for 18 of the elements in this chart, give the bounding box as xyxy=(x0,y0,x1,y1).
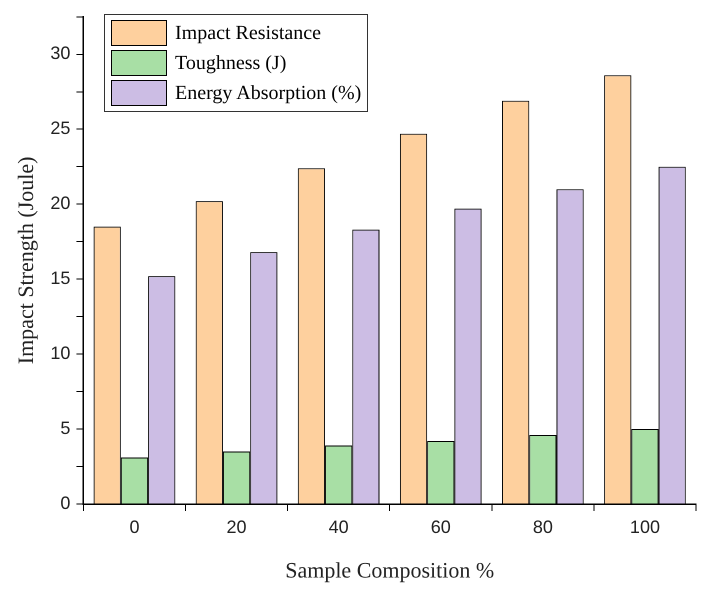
y-tick-label: 0 xyxy=(60,492,70,513)
x-tick-label: 60 xyxy=(430,516,451,537)
y-tick-label: 15 xyxy=(50,268,70,288)
y-tick-label: 20 xyxy=(50,193,70,214)
y-axis-title: Impact Strength (Joule) xyxy=(12,156,38,364)
x-tick-label: 40 xyxy=(328,516,349,537)
x-tick-label: 20 xyxy=(226,516,247,537)
y-tick-label: 5 xyxy=(60,418,70,438)
legend-label: Toughness (J) xyxy=(175,52,286,74)
y-tick-label: 30 xyxy=(50,43,70,64)
x-tick-label: 100 xyxy=(630,516,660,537)
legend-label: Impact Resistance xyxy=(175,22,322,44)
legend-label: Energy Absorption (%) xyxy=(175,82,362,104)
y-tick-label: 10 xyxy=(50,343,70,364)
x-tick-label: 80 xyxy=(532,516,553,537)
y-tick-label: 25 xyxy=(50,118,70,138)
x-axis-title: Sample Composition % xyxy=(285,558,494,583)
x-tick-label: 0 xyxy=(129,516,140,537)
